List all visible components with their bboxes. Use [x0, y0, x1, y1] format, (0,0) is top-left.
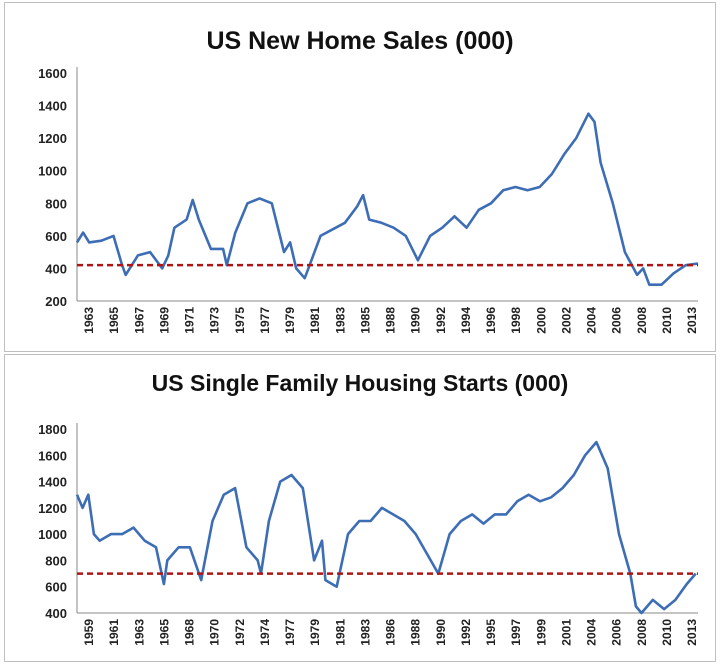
x-tick-label: 1997	[509, 619, 523, 646]
series-line	[75, 112, 699, 287]
x-tick-label: 1977	[258, 307, 272, 334]
y-tick-label: 1600	[38, 448, 67, 463]
x-tick-label: 1995	[484, 619, 498, 646]
y-tick-label: 1800	[38, 422, 67, 437]
x-tick-label: 1979	[283, 307, 297, 334]
chart-title: US Single Family Housing Starts (000)	[152, 370, 569, 396]
y-tick-label: 600	[45, 580, 67, 595]
y-tick-label: 1000	[38, 164, 67, 179]
x-tick-label: 1967	[132, 307, 146, 334]
x-tick-label: 1968	[183, 619, 197, 646]
x-tick-label: 1974	[258, 619, 272, 646]
x-tick-label: 2006	[610, 619, 624, 646]
y-tick-label: 1200	[38, 131, 67, 146]
x-tick-label: 1979	[308, 619, 322, 646]
x-tick-label: 1985	[358, 307, 372, 334]
y-tick-label: 1600	[38, 66, 67, 81]
housing-starts-chart: US Single Family Housing Starts (000) 40…	[38, 370, 699, 646]
y-tick-label: 400	[45, 606, 67, 621]
x-tick-label: 1990	[409, 307, 423, 334]
x-tick-label: 1999	[534, 619, 548, 646]
x-tick-label: 1973	[208, 307, 222, 334]
x-tick-label: 1998	[509, 307, 523, 334]
new-home-sales-chart: US New Home Sales (000) 200 400 600 800 1000…	[38, 27, 699, 334]
x-tick-label: 2001	[559, 619, 573, 646]
x-tick-label: 1986	[384, 619, 398, 646]
x-tick-label: 1971	[183, 307, 197, 334]
x-tick-label: 2000	[534, 307, 548, 334]
x-tick-label: 2010	[660, 307, 674, 334]
x-tick-label: 1988	[384, 307, 398, 334]
y-tick-label: 1400	[38, 475, 67, 490]
x-tick-label: 1972	[233, 619, 247, 646]
y-tick-label: 800	[45, 196, 67, 211]
x-tick-label: 2006	[610, 307, 624, 334]
new-home-sales-panel: US New Home Sales (000) 200 400 600 800 1000…	[4, 2, 716, 352]
y-tick-label: 800	[45, 553, 67, 568]
housing-starts-panel: US Single Family Housing Starts (000) 40…	[4, 354, 716, 662]
x-tick-label: 1994	[459, 307, 473, 334]
x-tick-label: 1983	[333, 307, 347, 334]
y-tick-label: 1000	[38, 527, 67, 542]
x-tick-label: 2004	[585, 619, 599, 646]
x-tick-label: 1977	[283, 619, 297, 646]
x-tick-label: 1969	[157, 307, 171, 334]
x-tick-label: 2010	[660, 619, 674, 646]
x-tick-label: 1992	[459, 619, 473, 646]
x-tick-label: 1970	[208, 619, 222, 646]
x-tick-label: 1959	[82, 619, 96, 646]
y-tick-label: 400	[45, 261, 67, 276]
x-tick-label: 2002	[559, 307, 573, 334]
x-tick-label: 1981	[333, 619, 347, 646]
x-tick-label: 2013	[685, 619, 699, 646]
x-tick-label: 1981	[308, 307, 322, 334]
x-tick-label: 1961	[107, 619, 121, 646]
x-tick-label: 1983	[358, 619, 372, 646]
series-line	[75, 440, 697, 615]
x-tick-label: 2008	[635, 307, 649, 334]
x-tick-label: 2008	[635, 619, 649, 646]
x-tick-label: 1975	[233, 307, 247, 334]
y-tick-label: 1400	[38, 99, 67, 114]
x-tick-label: 1988	[409, 619, 423, 646]
x-tick-label: 1992	[434, 307, 448, 334]
x-tick-label: 1965	[107, 307, 121, 334]
x-tick-label: 1963	[82, 307, 96, 334]
x-tick-label: 2013	[685, 307, 699, 334]
x-tick-label: 1963	[132, 619, 146, 646]
x-tick-label: 1990	[434, 619, 448, 646]
x-tick-label: 1996	[484, 307, 498, 334]
y-tick-label: 600	[45, 229, 67, 244]
x-tick-label: 1965	[157, 619, 171, 646]
x-tick-label: 2004	[585, 307, 599, 334]
y-tick-label: 1200	[38, 501, 67, 516]
chart-title: US New Home Sales (000)	[206, 27, 513, 55]
y-tick-label: 200	[45, 294, 67, 309]
